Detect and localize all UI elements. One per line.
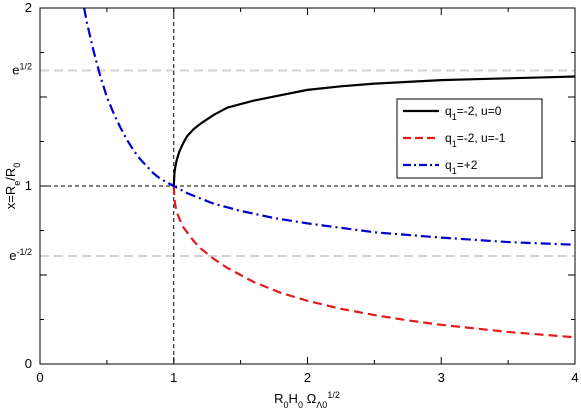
y-tick-label: e-1/2 bbox=[9, 247, 32, 263]
series-line-q1-pos2 bbox=[83, 8, 575, 246]
legend-label-q1-neg2-u0: q1=-2, u=0 bbox=[445, 104, 502, 122]
y-tick-label: e1/2 bbox=[12, 62, 32, 78]
legend: q1=-2, u=0 q1=-2, u=-1 q1=+2 bbox=[396, 98, 543, 179]
series-line-q1-neg2-uneg1 bbox=[172, 185, 575, 339]
legend-label-q1-neg2-uneg1: q1=-2, u=-1 bbox=[445, 131, 506, 149]
series-line-q1-neg2-u0 bbox=[172, 75, 575, 187]
tick-marks bbox=[39, 7, 576, 365]
x-tick-label: 2 bbox=[304, 370, 311, 385]
x-tick-label: 1 bbox=[170, 370, 177, 385]
series-layer bbox=[83, 8, 575, 339]
x-axis-label: R0H0 ΩΛ01/2 bbox=[274, 390, 340, 410]
legend-label-q1-pos2: q1=+2 bbox=[445, 158, 478, 176]
y-tick-label: 1 bbox=[25, 178, 32, 193]
y-tick-label: 2 bbox=[25, 0, 32, 15]
x-tick-label: 3 bbox=[438, 370, 445, 385]
y-tick-label: 0 bbox=[25, 356, 32, 371]
y-axis-label: x=Re/R0 bbox=[3, 163, 22, 210]
x-tick-label: 4 bbox=[571, 370, 578, 385]
x-tick-label: 0 bbox=[36, 370, 43, 385]
tick-labels: 0 1 2 3 4 0 e-1/2 1 e1/2 2 bbox=[9, 0, 578, 385]
